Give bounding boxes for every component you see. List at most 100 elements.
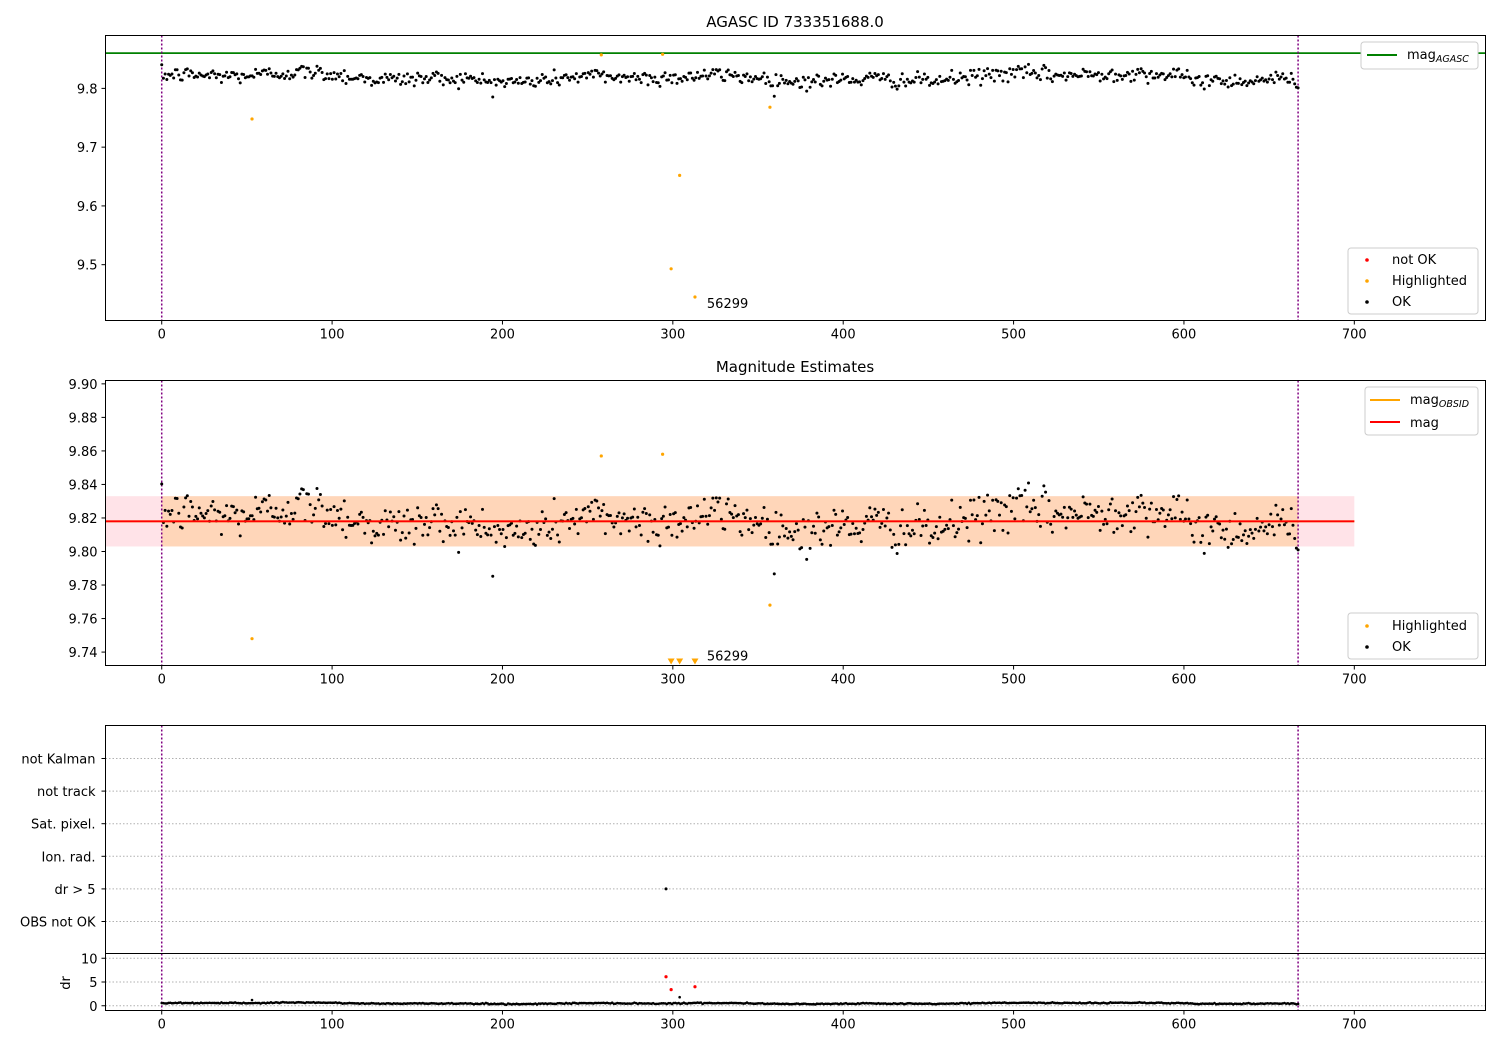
legend-marker-ok — [1365, 645, 1369, 649]
y-tick-label: 9.8 — [77, 82, 98, 97]
ok-point — [453, 533, 457, 537]
x-tick-label: 300 — [660, 673, 685, 688]
ok-point — [382, 532, 386, 536]
ok-point — [639, 81, 643, 85]
dr-y-axis-label: dr — [59, 976, 74, 990]
ok-point — [516, 535, 520, 539]
ok-point — [487, 78, 491, 82]
ok-point — [1144, 75, 1148, 79]
ok-point — [709, 506, 713, 510]
ok-point — [777, 535, 781, 539]
ok-point — [1115, 527, 1119, 531]
ok-point — [494, 83, 498, 87]
ok-point — [501, 79, 505, 83]
legend-label-ok: OK — [1392, 295, 1411, 310]
ok-point — [1223, 537, 1227, 541]
x-tick-label: 200 — [490, 673, 515, 688]
ok-point — [661, 514, 665, 518]
ok-point — [827, 525, 831, 529]
ok-point — [443, 76, 447, 80]
legend-subscript: AGASC — [1435, 54, 1469, 65]
ok-point — [1119, 74, 1123, 78]
ok-point — [479, 534, 483, 538]
ok-point — [291, 517, 295, 521]
ok-point — [550, 527, 554, 531]
ok-point — [1223, 82, 1227, 86]
ok-point — [1040, 67, 1044, 71]
ok-point — [165, 524, 169, 528]
ok-point — [339, 507, 343, 511]
ok-point — [813, 80, 817, 84]
legend-subscript: OBSID — [1439, 399, 1469, 410]
ok-point — [1172, 495, 1176, 499]
estimates-line-legend[interactable]: magOBSID mag — [1364, 386, 1479, 436]
ok-point — [716, 500, 720, 504]
legend-box — [1360, 41, 1479, 70]
ok-point — [1163, 525, 1167, 529]
ok-point — [946, 78, 950, 82]
ok-point — [885, 516, 889, 520]
ok-point — [1253, 79, 1257, 83]
ok-point — [469, 515, 473, 519]
ok-point — [810, 531, 814, 535]
estimates-plot-area — [105, 380, 1355, 666]
estimates-point-legend[interactable]: Highlighted OK — [1347, 612, 1479, 660]
ok-point — [457, 87, 461, 91]
ok-point — [904, 543, 908, 547]
ok-point — [458, 72, 462, 76]
ok-point — [431, 71, 435, 75]
ok-point — [887, 511, 891, 515]
legend-label-not-ok: not OK — [1392, 253, 1437, 268]
ok-point — [1013, 75, 1017, 79]
ok-point — [950, 68, 954, 72]
ok-point — [912, 80, 916, 84]
ok-point — [433, 74, 437, 78]
ok-point — [968, 68, 972, 72]
agasc-line-legend[interactable]: magAGASC — [1360, 41, 1479, 70]
ok-point — [1071, 74, 1075, 78]
ok-point — [1100, 509, 1104, 513]
ok-point — [1042, 63, 1046, 67]
ok-point — [1013, 517, 1017, 521]
ok-point — [1127, 509, 1131, 513]
ok-point — [986, 493, 990, 497]
agasc-point-legend[interactable]: not OK Highlighted OK — [1347, 247, 1479, 315]
ok-point — [383, 509, 387, 513]
ok-point — [941, 529, 945, 533]
ok-point — [419, 74, 423, 78]
ok-point — [1008, 67, 1012, 71]
ok-point — [1093, 508, 1097, 512]
ok-point — [414, 78, 418, 82]
ok-point — [322, 525, 326, 529]
ok-point — [897, 542, 901, 546]
ok-point — [1139, 493, 1143, 497]
ok-point — [823, 76, 827, 80]
ok-point — [315, 486, 319, 490]
ok-point — [704, 514, 708, 518]
ok-point — [1228, 76, 1232, 80]
ok-point — [1226, 85, 1230, 89]
ok-point — [313, 71, 317, 75]
ok-point — [620, 516, 624, 520]
ok-point — [742, 512, 746, 516]
ok-point — [289, 512, 293, 516]
dr-not-ok-point — [693, 985, 697, 989]
ok-point — [276, 516, 280, 520]
ok-point — [325, 72, 329, 76]
ok-point — [1124, 73, 1128, 77]
ok-point — [675, 81, 679, 85]
ok-point — [1224, 79, 1228, 83]
ok-point — [1006, 80, 1010, 84]
ok-point — [1001, 528, 1005, 532]
agasc-plot-area — [105, 35, 1486, 321]
ok-point — [936, 82, 940, 86]
ok-point — [1231, 82, 1235, 86]
ok-point — [719, 517, 723, 521]
ok-point — [446, 78, 450, 82]
ok-point — [1134, 72, 1138, 76]
ok-point — [774, 73, 778, 77]
ok-point — [950, 498, 954, 502]
ok-point — [1247, 81, 1251, 85]
ok-point — [552, 497, 556, 501]
